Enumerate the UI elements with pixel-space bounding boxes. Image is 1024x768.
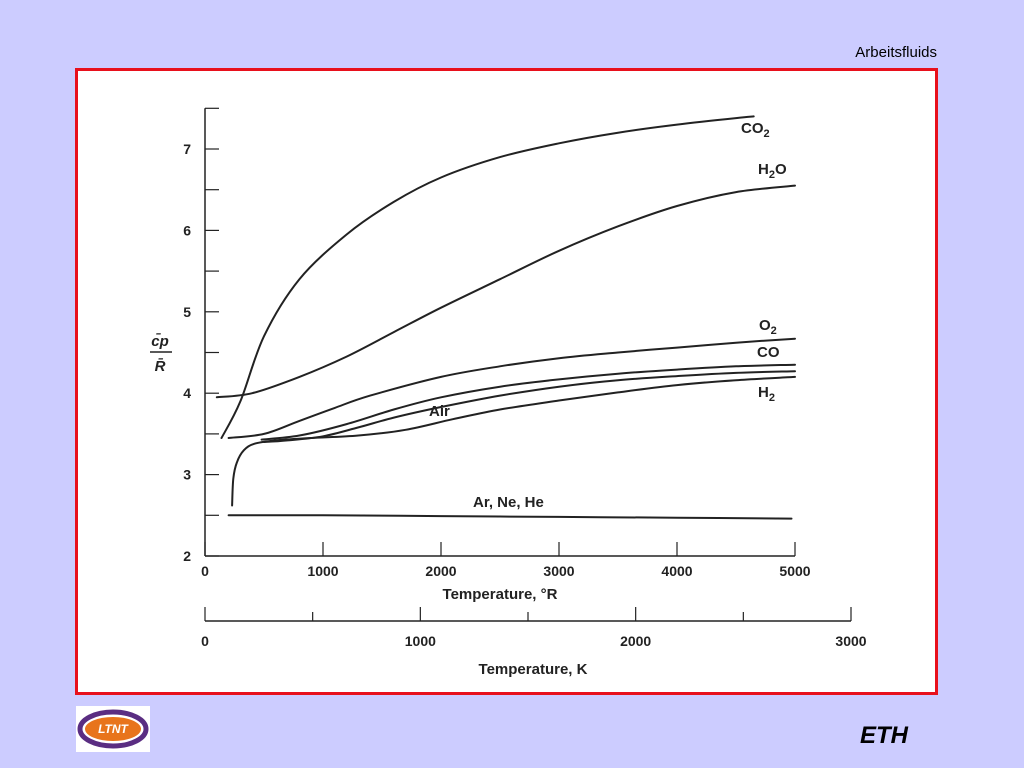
y-tick-label: 7: [183, 141, 191, 157]
series-label-ar-ne-he: Ar, Ne, He: [473, 494, 544, 511]
x-tick-label: 4000: [661, 563, 692, 579]
x-axis-secondary-title: Temperature, K: [479, 661, 588, 678]
series-label-h2o: H2O: [758, 161, 787, 181]
y-tick-label: 3: [183, 467, 191, 483]
y-tick-label: 5: [183, 304, 191, 320]
series-label-h2: H2: [758, 384, 775, 404]
slide-title: Arbeitsfluids: [855, 44, 937, 61]
series-line-o2: [227, 337, 796, 439]
x-secondary-tick-label: 3000: [835, 633, 866, 649]
series-line-co2: [220, 115, 755, 439]
series-line-h2o: [215, 184, 796, 399]
axes: 2 3 4 5 6 7 0 1000 2000 3000 4000 5000 0 1000 2000 3000: [183, 107, 867, 649]
series-line-h2: [231, 375, 796, 507]
series-line-ar-ne-he: [227, 514, 793, 520]
x-tick-label: 3000: [543, 563, 574, 579]
y-axis-title: c̄p R̄: [150, 332, 172, 375]
y-axis-title-numerator: c̄p: [151, 332, 169, 350]
series-line-co: [260, 363, 796, 441]
series-label-co2: CO2: [741, 120, 770, 140]
x-axis-title: Temperature, °R: [443, 586, 558, 603]
series-label-co: CO: [757, 344, 780, 361]
series-lines: [215, 115, 796, 520]
y-tick-label: 2: [183, 548, 191, 564]
x-tick-label: 0: [201, 563, 209, 579]
y-tick-label: 4: [183, 385, 191, 401]
ltnt-logo: LTNT: [76, 706, 150, 752]
x-tick-label: 5000: [779, 563, 810, 579]
y-axis-title-denominator: R̄: [155, 357, 166, 375]
x-tick-label: 1000: [307, 563, 338, 579]
x-secondary-tick-label: 2000: [620, 633, 651, 649]
cp-temperature-chart: 2 3 4 5 6 7 0 1000 2000 3000 4000 5000 0 1000 2000 3000…: [150, 107, 867, 678]
chart-frame: 2 3 4 5 6 7 0 1000 2000 3000 4000 5000 0 1000 2000 3000…: [75, 68, 938, 695]
series-labels: CO2 H2O O2 CO Air H2 Ar, Ne, He: [429, 120, 787, 511]
x-tick-label: 2000: [425, 563, 456, 579]
ltnt-logo-text: LTNT: [98, 722, 129, 736]
series-label-o2: O2: [759, 317, 777, 337]
eth-logo-text: ETH: [860, 722, 909, 746]
series-label-air: Air: [429, 403, 450, 420]
x-secondary-tick-label: 0: [201, 633, 209, 649]
eth-logo: ETH: [860, 722, 909, 746]
y-tick-label: 6: [183, 222, 191, 238]
x-secondary-tick-label: 1000: [405, 633, 436, 649]
